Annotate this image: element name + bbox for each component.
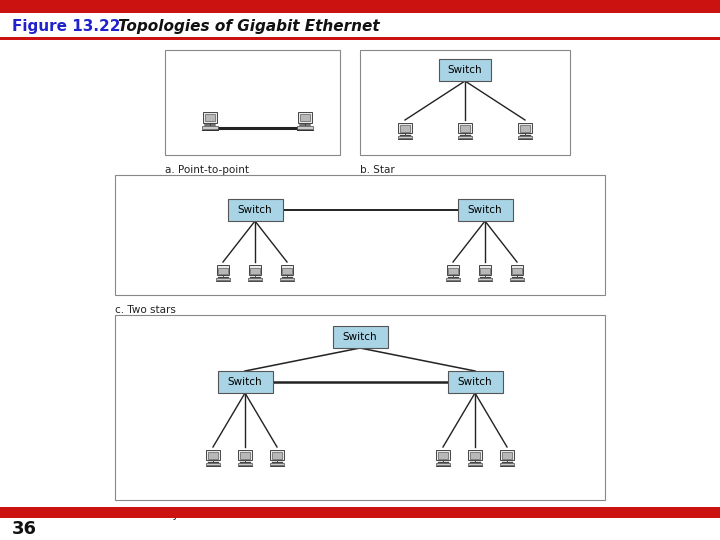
Bar [240, 452, 250, 458]
Bar [280, 278, 294, 280]
Bar [248, 278, 262, 280]
Bar [480, 268, 490, 274]
Bar [478, 278, 492, 280]
Bar [298, 111, 312, 123]
Bar [115, 315, 605, 500]
Bar [208, 452, 218, 458]
Bar [202, 126, 218, 129]
Text: Switch: Switch [228, 377, 262, 387]
Bar [217, 371, 272, 393]
Bar [207, 450, 220, 461]
Bar [165, 50, 340, 155]
Bar [238, 463, 253, 465]
Bar [500, 450, 513, 461]
Bar [479, 265, 491, 275]
Text: d. Hierarchy of stars: d. Hierarchy of stars [115, 510, 221, 520]
Bar [457, 199, 513, 221]
Text: a. Point-to-point: a. Point-to-point [165, 165, 249, 175]
Bar [204, 114, 215, 122]
Bar [218, 268, 228, 274]
Bar [282, 268, 292, 274]
Bar [449, 268, 458, 274]
Bar [500, 463, 514, 465]
Bar [269, 463, 284, 465]
Bar [400, 125, 410, 132]
Bar [520, 125, 530, 132]
Bar [297, 126, 313, 129]
Bar [518, 136, 532, 138]
Bar [448, 371, 503, 393]
Bar [469, 450, 482, 461]
Bar [397, 136, 413, 138]
Bar [251, 268, 260, 274]
Text: Switch: Switch [238, 205, 272, 215]
Bar [228, 199, 282, 221]
Text: c. Two stars: c. Two stars [115, 305, 176, 315]
Bar [518, 123, 531, 133]
Text: b. Star: b. Star [360, 165, 395, 175]
Text: Switch: Switch [448, 65, 482, 75]
Bar [502, 452, 512, 458]
Bar [206, 463, 220, 465]
Bar [360, 50, 570, 155]
Bar [460, 125, 470, 132]
Text: Switch: Switch [458, 377, 492, 387]
Text: 36: 36 [12, 520, 37, 538]
Bar [436, 450, 449, 461]
Text: Switch: Switch [468, 205, 503, 215]
Bar [217, 265, 229, 275]
Bar [513, 268, 522, 274]
Bar [249, 265, 261, 275]
Bar [203, 111, 217, 123]
Bar [115, 175, 605, 295]
Bar [281, 265, 293, 275]
Bar [470, 452, 480, 458]
Bar [510, 265, 523, 275]
Bar [216, 278, 230, 280]
Bar [300, 114, 310, 122]
Bar [446, 265, 459, 275]
Bar [438, 452, 448, 458]
Bar [436, 463, 451, 465]
Bar [0, 37, 720, 40]
Bar [398, 123, 412, 133]
Bar [0, 0, 720, 13]
Text: Figure 13.22: Figure 13.22 [12, 19, 120, 35]
Bar [333, 326, 387, 348]
Bar [271, 450, 284, 461]
Text: Switch: Switch [343, 332, 377, 342]
Bar [272, 452, 282, 458]
Bar [467, 463, 482, 465]
Bar [459, 123, 472, 133]
Bar [439, 59, 491, 81]
Bar [510, 278, 524, 280]
Bar [446, 278, 460, 280]
Text: Topologies of Gigabit Ethernet: Topologies of Gigabit Ethernet [118, 19, 379, 35]
Bar [238, 450, 251, 461]
Bar [0, 507, 720, 518]
Bar [458, 136, 472, 138]
